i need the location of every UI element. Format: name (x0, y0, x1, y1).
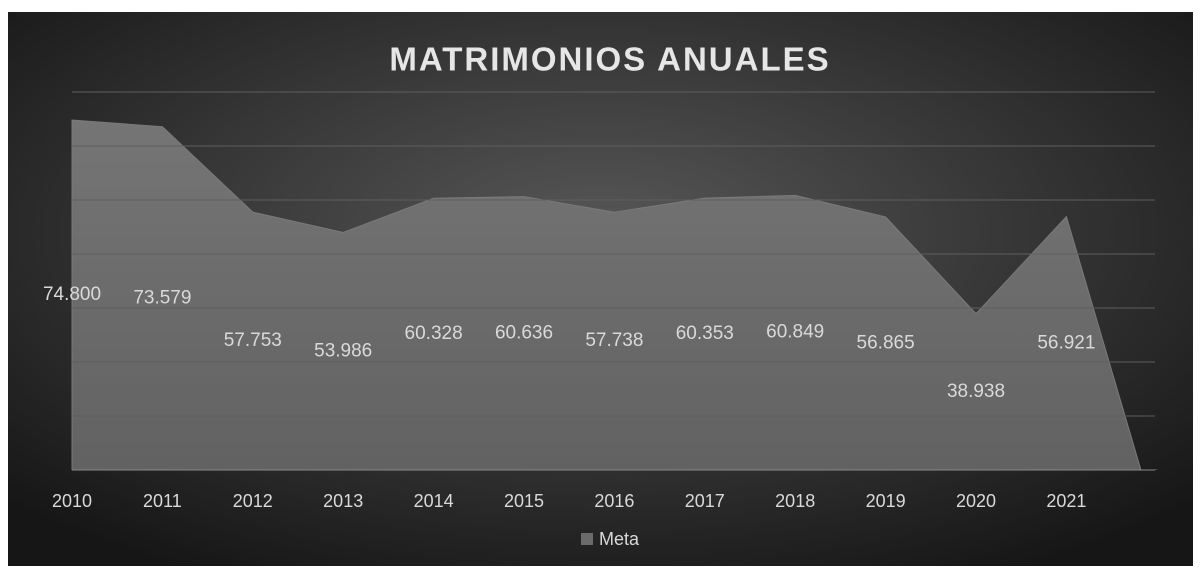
data-label: 60.328 (405, 323, 463, 344)
x-tick-label: 2019 (866, 491, 906, 511)
data-label: 60.849 (766, 322, 824, 343)
legend-label: Meta (599, 529, 640, 549)
data-label: 53.986 (314, 340, 372, 361)
x-tick-label: 2020 (956, 491, 996, 511)
data-label: 57.753 (224, 330, 282, 351)
data-label: 56.921 (1037, 332, 1095, 353)
x-tick-label: 2016 (594, 491, 634, 511)
x-tick-label: 2021 (1046, 491, 1086, 511)
data-label: 38.938 (947, 381, 1005, 402)
data-label: 60.353 (676, 323, 734, 344)
data-label: 74.800 (43, 284, 101, 305)
x-tick-label: 2013 (323, 491, 363, 511)
legend-swatch (581, 533, 593, 545)
x-tick-label: 2015 (504, 491, 544, 511)
chart-title: MATRIMONIOS ANUALES (389, 41, 830, 78)
data-label: 60.636 (495, 322, 553, 343)
area (71, 119, 1158, 470)
x-tick-label: 2011 (143, 491, 182, 511)
x-tick-label: 2010 (52, 491, 92, 511)
data-label: 57.738 (585, 330, 643, 351)
data-label: 73.579 (133, 287, 191, 308)
x-tick-label: 2012 (233, 491, 273, 511)
data-label: 56.865 (857, 332, 915, 353)
x-tick-label: 2018 (775, 491, 815, 511)
x-tick-label: 2017 (685, 491, 725, 511)
x-tick-label: 2014 (414, 491, 454, 511)
